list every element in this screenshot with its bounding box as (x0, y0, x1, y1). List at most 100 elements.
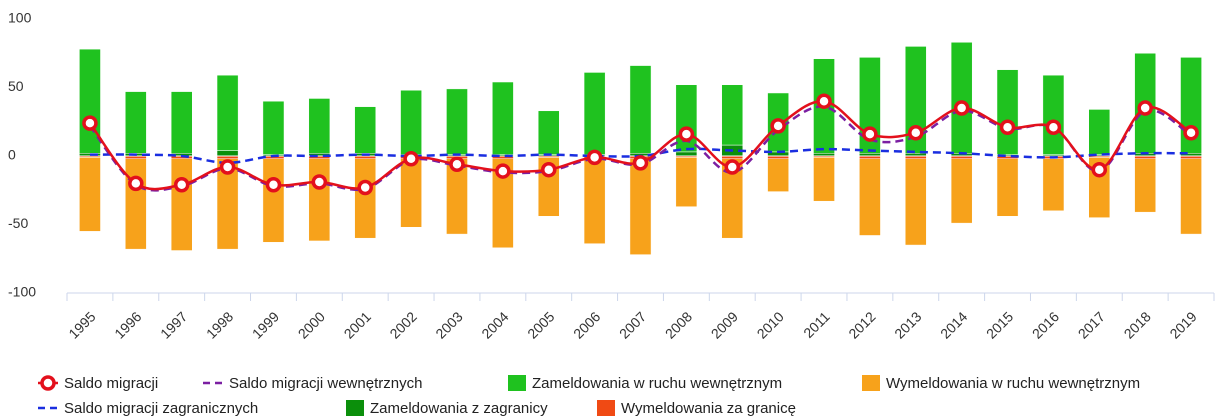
line-marker (586, 149, 603, 166)
line-marker (632, 155, 649, 171)
bar (583, 158, 606, 244)
x-tick-label: 2004 (478, 308, 511, 341)
bar (813, 157, 835, 202)
legend-swatch (597, 400, 615, 416)
bar (996, 158, 1019, 217)
legend-item: Wymeldowania za granicę (597, 400, 796, 416)
bar (629, 65, 652, 154)
line-marker (1183, 124, 1199, 141)
line-marker (999, 119, 1016, 135)
y-tick-label: 50 (8, 78, 24, 94)
line-marker (1091, 161, 1108, 178)
bar (79, 157, 101, 232)
legend-item: Wymeldowania w ruchu wewnętrznym (862, 375, 1140, 392)
x-tick-label: 2006 (570, 308, 603, 341)
y-tick-label: -100 (8, 284, 36, 300)
bar (721, 158, 744, 239)
line-marker (403, 150, 419, 167)
line-marker (449, 156, 465, 172)
plot-area (67, 42, 1214, 255)
bar (216, 158, 239, 250)
bar (170, 91, 193, 154)
legend-label: Wymeldowania za granicę (621, 400, 796, 416)
x-tick-label: 2002 (386, 308, 419, 341)
x-tick-label: 2008 (662, 308, 695, 341)
bar (308, 98, 331, 154)
legend-label: Wymeldowania w ruchu wewnętrznym (886, 375, 1140, 392)
y-tick-label: -50 (8, 215, 28, 231)
bar (950, 158, 973, 224)
bar (675, 151, 698, 157)
bar (354, 158, 377, 239)
legend-swatch (862, 375, 880, 391)
bar (904, 158, 927, 246)
y-tick-label: 100 (8, 10, 32, 26)
x-tick-label: 2017 (1075, 308, 1108, 341)
x-tick-label: 1995 (65, 308, 98, 341)
line-marker (265, 177, 282, 193)
bar (262, 100, 285, 155)
legend-item: Saldo migracji zagranicznych (38, 400, 258, 416)
legend-label: Zameldowania w ruchu wewnętrznym (532, 375, 782, 392)
legend-item: Saldo migracji wewnętrznych (203, 375, 422, 392)
legend-item: Saldo migracji (38, 375, 158, 392)
bar (1134, 158, 1156, 213)
bar (308, 158, 331, 242)
bar (996, 69, 1019, 155)
legend-item: Zameldowania w ruchu wewnętrznym (508, 375, 782, 392)
x-tick-label: 2016 (1029, 308, 1062, 341)
line-marker (495, 163, 511, 179)
legend-label: Saldo migracji (64, 375, 158, 392)
x-tick-label: 2018 (1121, 308, 1154, 341)
bar (1180, 158, 1202, 235)
bar (767, 158, 789, 192)
line-marker (82, 115, 98, 131)
bar (537, 110, 560, 155)
x-tick-label: 2019 (1166, 308, 1199, 341)
bar (1042, 74, 1065, 155)
x-tick-label: 1999 (249, 308, 282, 341)
x-tick-label: 2013 (891, 308, 924, 341)
x-tick-label: 2003 (432, 308, 465, 341)
bar (446, 88, 468, 155)
x-tick-label: 1998 (203, 308, 236, 341)
bar (170, 158, 193, 251)
bar (859, 158, 881, 236)
bar (262, 158, 285, 243)
line-marker (128, 175, 144, 192)
bar (125, 158, 147, 250)
x-tick-label: 2015 (983, 308, 1016, 341)
line-marker (311, 174, 328, 190)
x-tick-label: 2001 (341, 308, 374, 341)
bar (400, 158, 422, 228)
legend-label: Saldo migracji wewnętrznych (229, 375, 422, 392)
bar (354, 106, 377, 154)
line-marker (678, 126, 695, 142)
line-marker (1137, 100, 1153, 116)
legend-marker (40, 375, 56, 391)
bar (492, 158, 514, 249)
bar (583, 72, 606, 155)
bar (400, 89, 422, 155)
x-tick-label: 1997 (157, 308, 190, 341)
legend-item: Zameldowania z zagranicy (346, 400, 548, 416)
x-tick-label: 2007 (616, 308, 649, 341)
x-tick-label: 2005 (524, 308, 557, 341)
legend-swatch (508, 375, 526, 391)
bar (950, 42, 973, 154)
line-marker (862, 126, 878, 142)
line-marker (219, 159, 236, 175)
line-marker (173, 177, 190, 193)
legend-swatch (346, 400, 364, 416)
line-marker (724, 159, 741, 175)
bar (216, 74, 239, 151)
line-marker (1045, 119, 1062, 135)
line-marker (357, 179, 373, 196)
legend-label: Saldo migracji zagranicznych (64, 400, 258, 416)
line-marker (540, 161, 557, 178)
bar (492, 81, 514, 155)
bar (904, 46, 927, 154)
bar (629, 158, 652, 255)
x-tick-label: 2014 (937, 308, 970, 341)
